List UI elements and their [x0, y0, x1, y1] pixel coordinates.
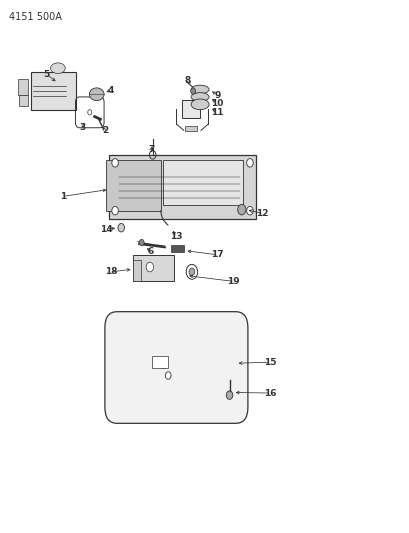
Bar: [182, 100, 200, 118]
Text: 3: 3: [79, 123, 85, 132]
Bar: [18, 79, 28, 95]
Bar: [133, 260, 141, 281]
Circle shape: [118, 223, 124, 232]
Bar: [171, 245, 183, 252]
Text: 13: 13: [170, 232, 182, 241]
Circle shape: [237, 204, 245, 215]
Text: 16: 16: [263, 389, 276, 398]
Text: 18: 18: [105, 268, 117, 276]
Text: 10: 10: [211, 99, 223, 108]
Text: 7: 7: [148, 145, 154, 154]
Circle shape: [246, 159, 253, 167]
Bar: [162, 159, 243, 205]
Ellipse shape: [89, 88, 104, 101]
Text: 9: 9: [213, 91, 220, 100]
Bar: [184, 126, 197, 131]
Circle shape: [159, 358, 167, 368]
Circle shape: [189, 268, 194, 276]
Text: 6: 6: [148, 247, 154, 256]
Ellipse shape: [50, 63, 65, 74]
Bar: [133, 255, 174, 281]
Circle shape: [165, 372, 171, 379]
Circle shape: [190, 88, 195, 94]
Text: 1: 1: [60, 192, 66, 201]
Bar: [105, 160, 161, 211]
Circle shape: [112, 159, 118, 167]
Text: 8: 8: [184, 76, 191, 85]
Text: 2: 2: [101, 126, 108, 135]
Ellipse shape: [191, 85, 209, 94]
Ellipse shape: [191, 93, 209, 101]
Text: 4151 500A: 4151 500A: [9, 12, 62, 22]
Ellipse shape: [191, 99, 209, 110]
Text: 5: 5: [43, 70, 49, 78]
FancyBboxPatch shape: [105, 312, 247, 423]
Circle shape: [146, 262, 153, 272]
Text: 4: 4: [108, 85, 114, 94]
Circle shape: [226, 391, 232, 399]
Circle shape: [88, 110, 92, 115]
Text: 17: 17: [211, 251, 223, 260]
Bar: [20, 95, 28, 107]
Text: 11: 11: [211, 108, 223, 117]
Bar: [151, 357, 168, 368]
Text: 14: 14: [99, 225, 112, 234]
Text: 19: 19: [227, 277, 239, 286]
Text: 15: 15: [263, 358, 276, 367]
Circle shape: [246, 206, 253, 215]
Text: 12: 12: [255, 209, 268, 218]
Circle shape: [139, 239, 144, 246]
Bar: [31, 72, 76, 110]
Bar: [109, 155, 256, 219]
Circle shape: [112, 206, 118, 215]
